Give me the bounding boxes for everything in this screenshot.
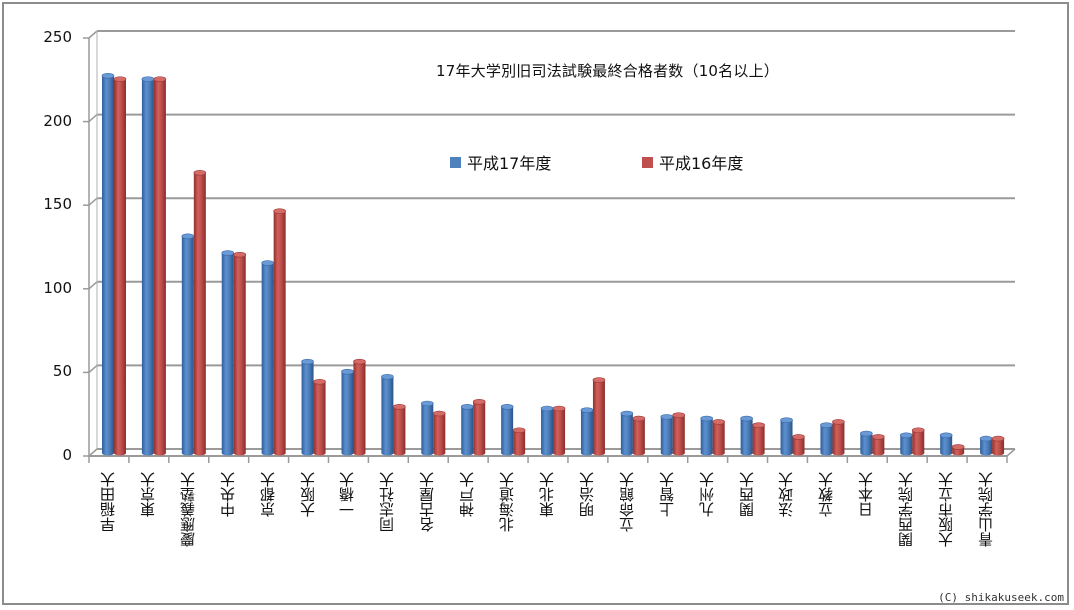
bar-同志社大-平成17年度 — [381, 373, 394, 456]
bar-明治大-平成17年度 — [580, 407, 594, 456]
bar-神戸大-平成16年度 — [472, 399, 486, 456]
x-category-label: 東京大 — [138, 472, 157, 517]
x-category-label: 関西学院大 — [897, 472, 916, 547]
chart-title: 17年大学別旧司法試験最終合格者数（10名以上） — [436, 62, 779, 80]
bar-日本大-平成17年度 — [860, 430, 873, 456]
y-tick-label: 200 — [43, 111, 72, 130]
bar-立命館大-平成16年度 — [632, 415, 646, 456]
bar-一橋大-平成17年度 — [341, 368, 354, 456]
y-tick-label: 50 — [52, 362, 72, 381]
legend-item-h16: 平成16年度 — [642, 150, 743, 174]
bar-東北大-平成16年度 — [552, 405, 566, 456]
bar-明治大-平成16年度 — [592, 377, 606, 456]
bar-大阪大-平成17年度 — [301, 358, 314, 456]
bar-関西大-平成16年度 — [752, 422, 765, 456]
bar-北海道大-平成16年度 — [512, 427, 526, 456]
bar-九州大-平成16年度 — [712, 419, 725, 456]
x-category-label: 明治大 — [577, 472, 596, 517]
y-tick-label: 100 — [43, 278, 72, 297]
x-category-label: 中央大 — [218, 472, 237, 517]
x-category-label: 大阪大 — [298, 472, 317, 517]
bar-東京大-平成17年度 — [141, 76, 155, 456]
x-category-label: 大阪市立大 — [937, 472, 956, 547]
bars — [101, 72, 1005, 456]
bar-中央大-平成16年度 — [233, 251, 247, 456]
x-category-label: 法政大 — [777, 472, 796, 517]
bar-京都大-平成17年度 — [261, 260, 274, 456]
x-category-label: 北海道大 — [498, 472, 517, 532]
x-category-label: 上智大 — [657, 472, 676, 517]
bar-関西学院大-平成17年度 — [899, 432, 913, 456]
legend-label: 平成16年度 — [659, 154, 744, 173]
bar-大阪大-平成16年度 — [313, 378, 326, 456]
bar-法政大-平成16年度 — [792, 434, 805, 456]
bar-立教大-平成17年度 — [820, 422, 833, 456]
bar-神戸大-平成17年度 — [460, 404, 474, 456]
bar-同志社大-平成16年度 — [393, 404, 406, 456]
bar-法政大-平成17年度 — [780, 417, 793, 456]
bar-関西学院大-平成16年度 — [911, 427, 925, 456]
x-category-label: 同志社大 — [378, 472, 397, 532]
x-category-label: 関西大 — [737, 472, 756, 517]
bar-名古屋大-平成16年度 — [433, 410, 446, 456]
bar-北海道大-平成17年度 — [500, 404, 514, 456]
y-tick-label: 250 — [43, 28, 72, 46]
x-category-label: 京都大 — [258, 472, 277, 517]
legend-swatch-red-icon — [642, 156, 653, 168]
bar-東北大-平成17年度 — [540, 405, 554, 456]
bar-慶應義塾大-平成17年度 — [181, 233, 195, 456]
bar-名古屋大-平成17年度 — [421, 400, 434, 456]
legend-label: 平成17年度 — [467, 154, 552, 173]
bar-東京大-平成16年度 — [153, 76, 167, 456]
bar-一橋大-平成16年度 — [353, 358, 366, 456]
x-category-label: 一橋大 — [338, 472, 357, 517]
bar-関西大-平成17年度 — [740, 415, 753, 456]
y-tick-label: 150 — [43, 195, 72, 214]
bar-慶應義塾大-平成16年度 — [193, 169, 207, 456]
x-category-label: 名古屋大 — [418, 472, 437, 532]
bar-大阪市立大-平成17年度 — [939, 432, 953, 456]
legend-item-h17: 平成17年度 — [450, 150, 551, 174]
bar-大阪市立大-平成16年度 — [951, 444, 965, 456]
y-tick-label: 0 — [62, 446, 72, 464]
x-category-label: 立教大 — [817, 472, 836, 517]
bar-立教大-平成16年度 — [832, 419, 845, 456]
bar-立命館大-平成17年度 — [620, 410, 634, 456]
x-category-label: 早稲田大 — [98, 472, 117, 532]
bar-京都大-平成16年度 — [273, 208, 286, 456]
legend-swatch-blue-icon — [450, 156, 461, 168]
x-category-label: 九州大 — [697, 472, 716, 517]
bar-早稲田大-平成17年度 — [101, 72, 115, 456]
bar-早稲田大-平成16年度 — [113, 76, 127, 456]
copyright-credit: (C) shikakuseek.com — [938, 591, 1064, 604]
bar-上智大-平成16年度 — [672, 412, 686, 456]
x-category-label: 立命館大 — [617, 472, 636, 532]
bar-上智大-平成17年度 — [660, 414, 674, 456]
bar-日本大-平成16年度 — [872, 434, 885, 456]
bar-中央大-平成17年度 — [221, 250, 235, 456]
x-category-label: 慶應義塾大 — [178, 472, 197, 547]
x-category-label: 神戸大 — [458, 472, 477, 517]
x-category-label: 日本大 — [857, 472, 876, 517]
bar-青山学院大-平成16年度 — [991, 435, 1005, 456]
x-category-label: 青山学院大 — [977, 472, 996, 547]
x-category-label: 東北大 — [538, 472, 556, 517]
bar-九州大-平成17年度 — [700, 415, 713, 456]
bar-青山学院大-平成17年度 — [979, 435, 993, 456]
